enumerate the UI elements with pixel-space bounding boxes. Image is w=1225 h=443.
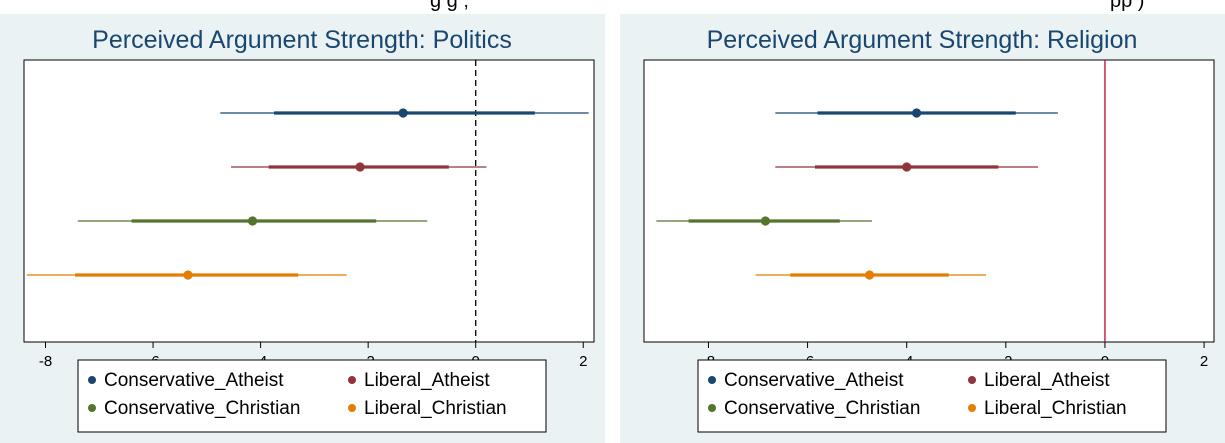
legend-marker-liberal-christian — [348, 404, 356, 412]
point-estimate-liberal-christian — [864, 270, 875, 280]
legend-marker-conservative-atheist — [708, 376, 716, 384]
plot-area — [643, 59, 1215, 343]
point-estimate-liberal-atheist — [902, 162, 912, 172]
legend-label-conservative-christian: Conservative_Christian — [104, 398, 300, 419]
legend-box — [77, 359, 547, 433]
legend-marker-conservative-christian — [88, 404, 96, 412]
chart-title: Perceived Argument Strength: Religion — [707, 26, 1138, 54]
legend-label-conservative-christian: Conservative_Christian — [724, 398, 920, 419]
x-tick-label: -8 — [39, 353, 52, 370]
legend-marker-liberal-atheist — [968, 376, 976, 384]
top-cropped-caption: g g , pp ) — [0, 0, 1225, 14]
point-estimate-conservative-atheist — [912, 108, 922, 118]
legend-label-conservative-atheist: Conservative_Atheist — [104, 370, 284, 391]
legend-box — [697, 359, 1167, 433]
legend-marker-conservative-christian — [708, 404, 716, 412]
point-estimate-liberal-christian — [183, 270, 193, 280]
legend-marker-liberal-christian — [968, 404, 976, 412]
x-tick-label: 2 — [1200, 353, 1208, 370]
plot-area — [23, 59, 595, 343]
point-estimate-liberal-atheist — [355, 162, 365, 172]
politics-chart-panel: Perceived Argument Strength: Politics-8-… — [0, 14, 605, 443]
cropped-caption-left: g g , — [430, 0, 469, 12]
legend-label-liberal-christian: Liberal_Christian — [984, 398, 1127, 419]
point-estimate-conservative-christian — [760, 216, 771, 226]
cropped-caption-right: pp ) — [1110, 0, 1145, 12]
legend-label-conservative-atheist: Conservative_Atheist — [724, 370, 904, 391]
legend-label-liberal-atheist: Liberal_Atheist — [364, 370, 490, 391]
legend-label-liberal-atheist: Liberal_Atheist — [984, 370, 1110, 391]
point-estimate-conservative-atheist — [398, 108, 408, 118]
legend-label-liberal-christian: Liberal_Christian — [364, 398, 507, 419]
religion-chart-panel: Perceived Argument Strength: Religion-8-… — [620, 14, 1225, 443]
legend-marker-conservative-atheist — [88, 376, 96, 384]
chart-title: Perceived Argument Strength: Politics — [92, 26, 512, 54]
religion-chart: Perceived Argument Strength: Religion-8-… — [643, 26, 1215, 433]
politics-chart: Perceived Argument Strength: Politics-8-… — [23, 26, 595, 433]
legend-marker-liberal-atheist — [348, 376, 356, 384]
point-estimate-conservative-christian — [247, 216, 258, 226]
x-tick-label: 2 — [579, 353, 587, 370]
